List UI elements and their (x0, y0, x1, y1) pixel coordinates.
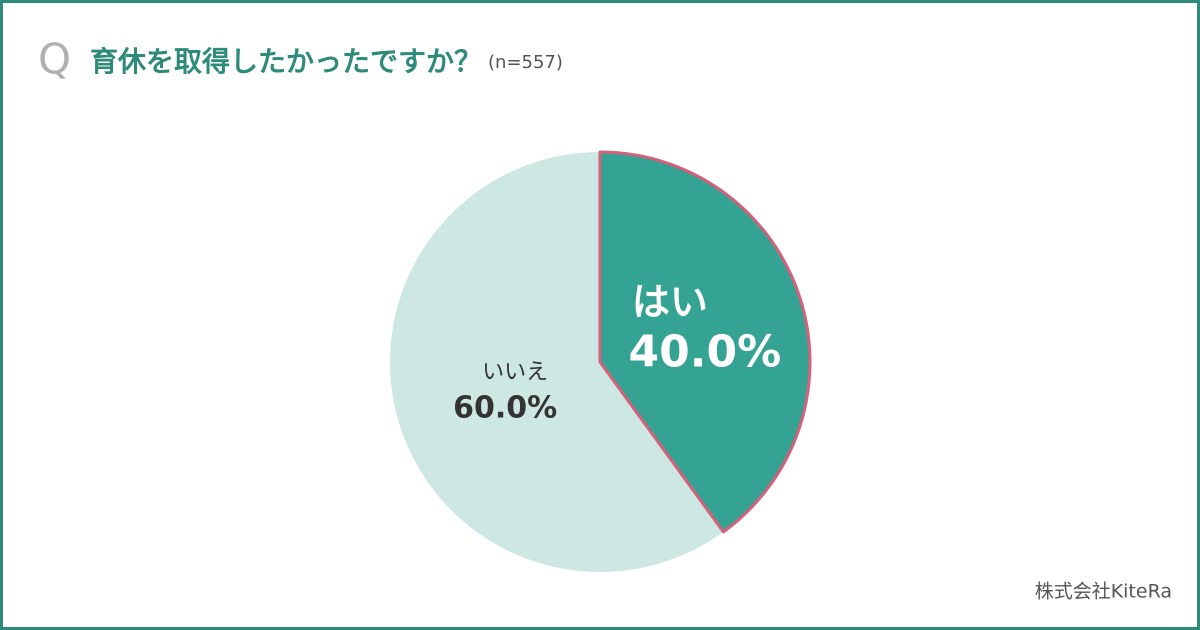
value-label: 40.0% (629, 327, 782, 378)
slice-label: いいえ (482, 360, 548, 385)
source: 株式会社KiteRa (1035, 581, 1172, 603)
chart-title: 育休を取得したかったですか？ (90, 45, 482, 78)
value-label: 60.0% (453, 391, 557, 426)
slice-outline (598, 150, 812, 534)
pie-slice (390, 152, 724, 572)
chart-subtitle: (n=557) (488, 52, 563, 73)
slice-label: はい (632, 280, 708, 324)
pie-slice (600, 152, 811, 532)
q-mark: Q (38, 35, 71, 84)
